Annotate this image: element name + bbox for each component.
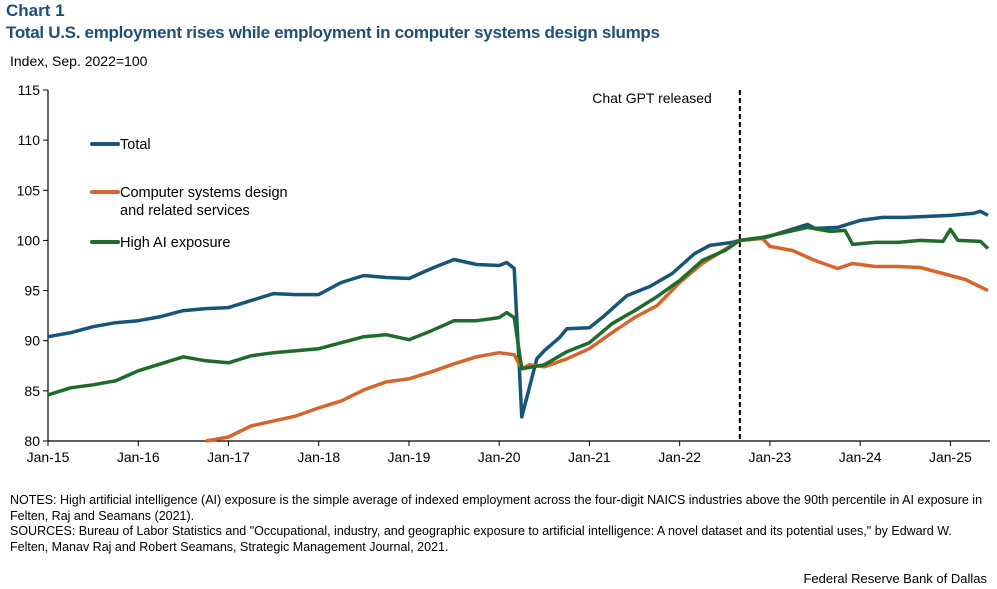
legend-label: and related services bbox=[120, 203, 250, 219]
line-chart: 80 85 90 95 100 105 110 115 Jan-15 Jan-16 Jan-17 Ja… bbox=[17, 82, 990, 465]
sources-text: SOURCES: Bureau of Labor Statistics and … bbox=[10, 524, 952, 554]
x-tick-label: Jan-24 bbox=[839, 449, 882, 465]
x-tick-label: Jan-22 bbox=[658, 449, 701, 465]
x-tick-label: Jan-19 bbox=[388, 449, 431, 465]
y-axis-label: Index, Sep. 2022=100 bbox=[10, 53, 148, 69]
y-tick-label: 100 bbox=[17, 232, 41, 248]
credit: Federal Reserve Bank of Dallas bbox=[803, 571, 987, 586]
chatgpt-release-label: Chat GPT released bbox=[592, 90, 712, 106]
x-tick-label: Jan-23 bbox=[749, 449, 792, 465]
x-tick-label: Jan-17 bbox=[207, 449, 250, 465]
x-tick-label: Jan-16 bbox=[117, 449, 160, 465]
y-tick-label: 80 bbox=[24, 433, 40, 449]
chart-title: Total U.S. employment rises while employ… bbox=[6, 23, 660, 42]
legend-label: High AI exposure bbox=[120, 235, 230, 251]
x-tick-label: Jan-15 bbox=[27, 449, 70, 465]
legend-label: Total bbox=[120, 137, 151, 153]
y-tick-label: 90 bbox=[24, 333, 40, 349]
y-tick-label: 105 bbox=[17, 182, 41, 198]
notes-text: NOTES: High artificial intelligence (AI)… bbox=[10, 493, 983, 523]
y-tick-label: 85 bbox=[24, 383, 40, 399]
chart-label: Chart 1 bbox=[6, 1, 65, 20]
y-tick-label: 110 bbox=[18, 132, 41, 148]
series-line-2 bbox=[47, 225, 990, 397]
x-tick-label: Jan-20 bbox=[478, 449, 521, 465]
x-tick-label: Jan-21 bbox=[568, 449, 611, 465]
x-tick-label: Jan-25 bbox=[929, 449, 972, 465]
y-tick-label: 115 bbox=[18, 82, 41, 98]
notes: NOTES: High artificial intelligence (AI)… bbox=[10, 493, 990, 555]
x-tick-label: Jan-18 bbox=[297, 449, 340, 465]
legend-label: Computer systems design bbox=[120, 185, 288, 201]
series-line-1 bbox=[205, 236, 989, 443]
y-tick-label: 95 bbox=[24, 283, 40, 299]
